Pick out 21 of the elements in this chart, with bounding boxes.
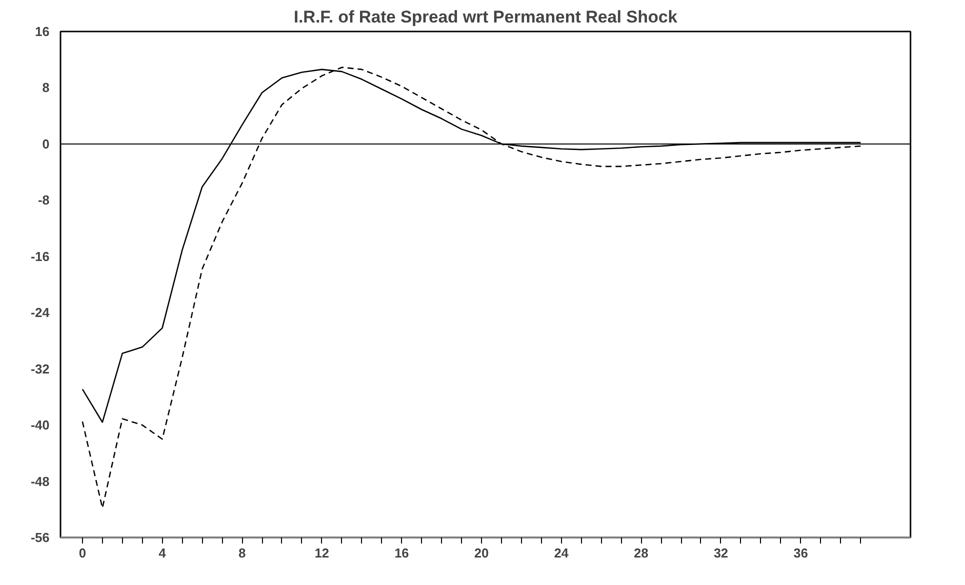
x-tick-label: 8 — [238, 546, 246, 560]
y-tick-label: -8 — [38, 192, 50, 208]
x-tick-label: 32 — [714, 546, 728, 560]
x-tick-label: 16 — [394, 546, 409, 560]
x-tick-label: 28 — [634, 546, 648, 560]
y-tick-label: -16 — [30, 248, 50, 264]
y-tick-label: -40 — [30, 418, 50, 433]
y-tick-label: -56 — [30, 530, 50, 545]
x-tick-label: 12 — [314, 546, 330, 560]
y-tick-label: -48 — [30, 474, 50, 489]
y-tick-label: 16 — [35, 24, 50, 39]
y-tick-label: 0 — [42, 136, 50, 152]
x-tick-label: 20 — [474, 546, 489, 560]
chart-title: I.R.F. of Rate Spread wrt Permanent Real Shock — [294, 8, 678, 26]
x-tick-label: 24 — [554, 546, 570, 560]
x-tick-label: 0 — [78, 546, 86, 560]
y-tick-label: -24 — [30, 305, 50, 320]
y-tick-label: 8 — [42, 80, 50, 96]
x-tick-label: 36 — [794, 546, 808, 560]
x-tick-label: 4 — [158, 546, 167, 560]
y-tick-label: -32 — [30, 361, 50, 376]
